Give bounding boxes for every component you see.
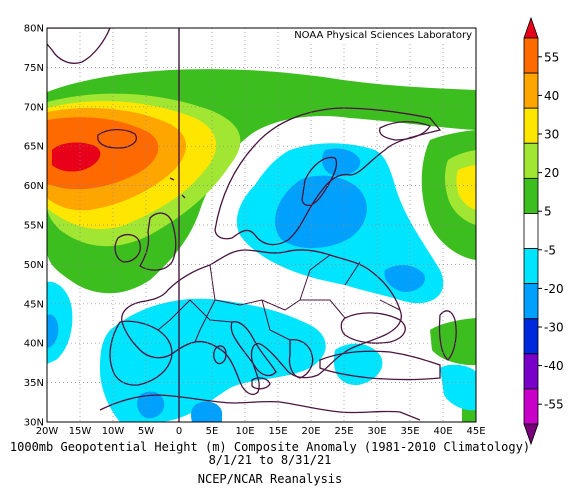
coastline-ireland bbox=[114, 233, 141, 263]
colorbar-label: -55 bbox=[544, 398, 564, 412]
latitude-label: 35N bbox=[24, 378, 44, 389]
coastline-north-africa bbox=[99, 394, 421, 421]
red-anomaly-core bbox=[52, 142, 101, 172]
negative-anomaly-core-south bbox=[191, 401, 222, 422]
colorbar-swatch bbox=[523, 318, 539, 355]
colorbar bbox=[523, 16, 539, 446]
colorbar-label: -5 bbox=[544, 243, 556, 257]
colorbar-label: -30 bbox=[544, 321, 564, 335]
colorbar-swatch bbox=[523, 177, 539, 214]
coastline-greenland bbox=[47, 28, 111, 64]
longitude-label: 35E bbox=[400, 426, 419, 437]
latitude-label: 75N bbox=[24, 63, 44, 74]
negative-anomaly-core-north bbox=[322, 148, 361, 176]
longitude-label: 25E bbox=[334, 426, 353, 437]
colorbar-swatch bbox=[523, 248, 539, 285]
latitude-label: 30N bbox=[24, 418, 44, 429]
negative-anomaly-core-west bbox=[47, 314, 59, 348]
longitude-label: 10W bbox=[102, 426, 125, 437]
caption-date-range: 8/1/21 to 8/31/21 bbox=[208, 453, 332, 467]
latitude-label: 80N bbox=[24, 24, 44, 35]
colorbar-swatch bbox=[523, 142, 539, 179]
caption-source: NCEP/NCAR Reanalysis bbox=[197, 472, 343, 486]
positive-anomaly-region-southeast bbox=[430, 318, 476, 366]
coastline-small-islands bbox=[169, 177, 186, 199]
credit-background bbox=[290, 29, 475, 41]
colorbar-labels: 55 40 30 20 5 -5 -20 -30 -40 -55 bbox=[538, 50, 564, 412]
country-borders bbox=[157, 254, 401, 343]
longitude-labels: 20W 15W 10W 5W 0 5E 10E 15E 20E 25E 30E 35E 40E 45E bbox=[36, 426, 486, 437]
anomaly-fill-layer bbox=[47, 69, 476, 422]
latitude-label: 55N bbox=[24, 221, 44, 232]
colorbar-label: 5 bbox=[544, 205, 552, 219]
caption-title: 1000mb Geopotential Height (m) Composite… bbox=[9, 440, 531, 454]
coastline-bothnia bbox=[301, 156, 338, 207]
map-frame bbox=[46, 27, 477, 423]
yellow-anomaly-core-east bbox=[456, 165, 476, 210]
colorbar-swatch bbox=[523, 353, 539, 390]
negative-anomaly-region-right-bottom bbox=[440, 364, 476, 411]
latitude-label: 45N bbox=[24, 299, 44, 310]
coastline-black-sea bbox=[340, 312, 406, 344]
colorbar-max-arrow bbox=[523, 16, 539, 39]
colorbar-label: -40 bbox=[544, 359, 564, 373]
longitude-label: 20W bbox=[36, 426, 59, 437]
latitude-labels: 80N 75N 70N 65N 60N 55N 50N 45N 40N 35N 30N bbox=[24, 24, 44, 429]
colorbar-label: 55 bbox=[544, 50, 559, 64]
coastline-turkey bbox=[319, 350, 441, 381]
latitude-label: 50N bbox=[24, 260, 44, 271]
negative-anomaly-core-east bbox=[384, 265, 425, 292]
colorbar-swatch bbox=[523, 283, 539, 320]
colorbar-min-arrow bbox=[523, 423, 539, 446]
longitude-label: 0 bbox=[176, 426, 182, 437]
colorbar-swatch bbox=[523, 72, 539, 109]
longitude-label: 15E bbox=[268, 426, 287, 437]
coastline-great-britain bbox=[139, 212, 177, 271]
coastline-greece bbox=[288, 339, 314, 379]
longitude-label: 10E bbox=[235, 426, 254, 437]
colorbar-swatch bbox=[523, 213, 539, 249]
longitude-label: 5E bbox=[206, 426, 219, 437]
negative-anomaly-core-spain bbox=[137, 391, 165, 419]
colorbar-swatch bbox=[523, 37, 539, 74]
coastline-caspian bbox=[438, 310, 457, 361]
latitude-label: 70N bbox=[24, 102, 44, 113]
colorbar-label: 20 bbox=[544, 166, 559, 180]
longitude-label: 30E bbox=[367, 426, 386, 437]
colorbar-label: -20 bbox=[544, 282, 564, 296]
latitude-label: 60N bbox=[24, 181, 44, 192]
credit-label: NOAA Physical Sciences Laboratory bbox=[294, 30, 472, 41]
coastline-iceland bbox=[97, 128, 137, 149]
coastline-scandinavia bbox=[214, 107, 442, 246]
coastline-italy bbox=[230, 321, 277, 377]
negative-anomaly-core-baltic bbox=[275, 175, 367, 249]
colorbar-swatch bbox=[523, 388, 539, 425]
coastline-sardinia bbox=[213, 345, 227, 365]
coastline-iberia bbox=[109, 320, 173, 386]
latitude-label: 40N bbox=[24, 339, 44, 350]
colorbar-swatch bbox=[523, 107, 539, 144]
coastline-kola bbox=[379, 121, 431, 141]
coastline-europe bbox=[121, 249, 402, 396]
longitude-label: 15W bbox=[69, 426, 92, 437]
colorbar-label: 30 bbox=[544, 128, 559, 142]
latitude-label: 65N bbox=[24, 142, 44, 153]
coastlines bbox=[47, 28, 457, 421]
longitude-label: 40E bbox=[433, 426, 452, 437]
colorbar-label: 40 bbox=[544, 89, 559, 103]
longitude-label: 5W bbox=[138, 426, 154, 437]
coastline-sicily bbox=[251, 377, 271, 390]
longitude-label: 20E bbox=[301, 426, 320, 437]
longitude-label: 45E bbox=[466, 426, 485, 437]
